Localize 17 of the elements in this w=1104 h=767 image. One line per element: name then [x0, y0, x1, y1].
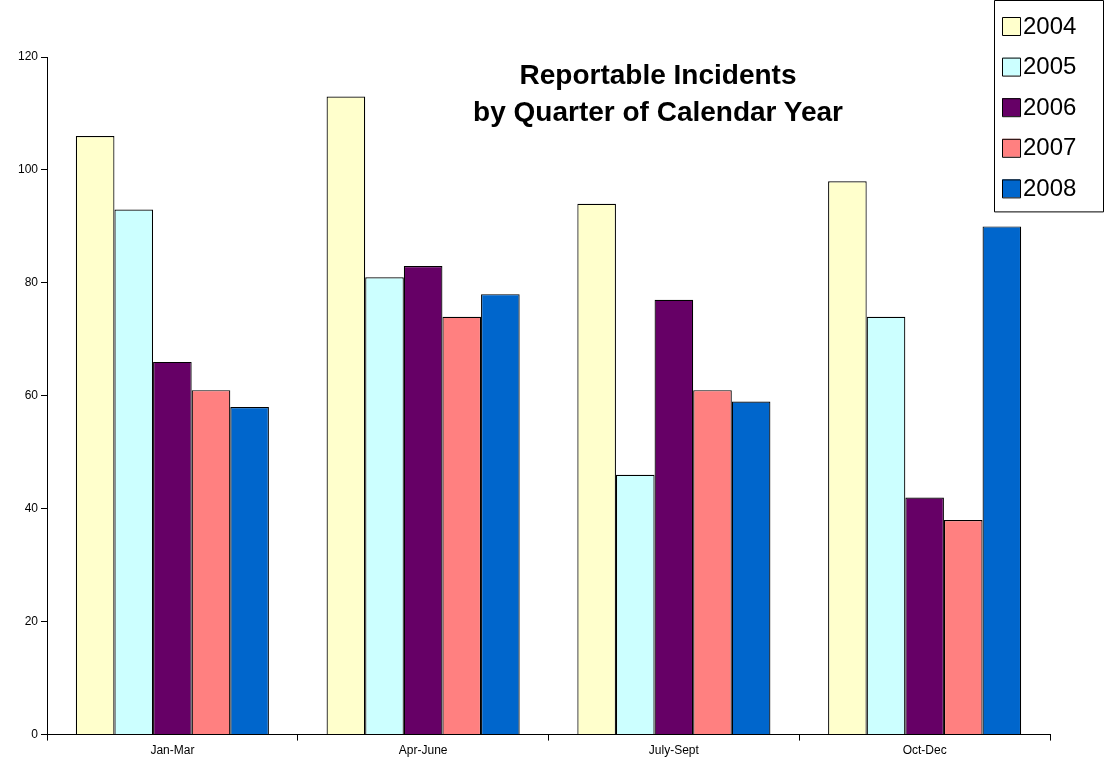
legend-label: 2008 [1023, 174, 1077, 202]
y-tick-label: 0 [31, 726, 39, 741]
legend-label: 2006 [1023, 92, 1077, 120]
y-tick-label: 60 [24, 388, 39, 403]
legend-label: 2004 [1023, 11, 1077, 39]
x-tick-label: Oct-Dec [902, 743, 947, 758]
legend-label: 2005 [1023, 52, 1077, 80]
x-tick-label: Jan-Mar [150, 743, 195, 758]
x-tick-label: July-Sept [648, 743, 700, 758]
y-tick-label: 80 [24, 275, 39, 290]
y-tick-label: 20 [24, 613, 39, 628]
y-tick-label: 100 [17, 162, 39, 177]
x-tick-label: Apr-June [398, 743, 448, 758]
legend-label: 2007 [1023, 133, 1077, 161]
y-tick-label: 40 [24, 501, 39, 516]
y-tick-label: 120 [17, 49, 39, 64]
text: Reportable Incidents by Quarter of Calendar Year [473, 58, 844, 127]
